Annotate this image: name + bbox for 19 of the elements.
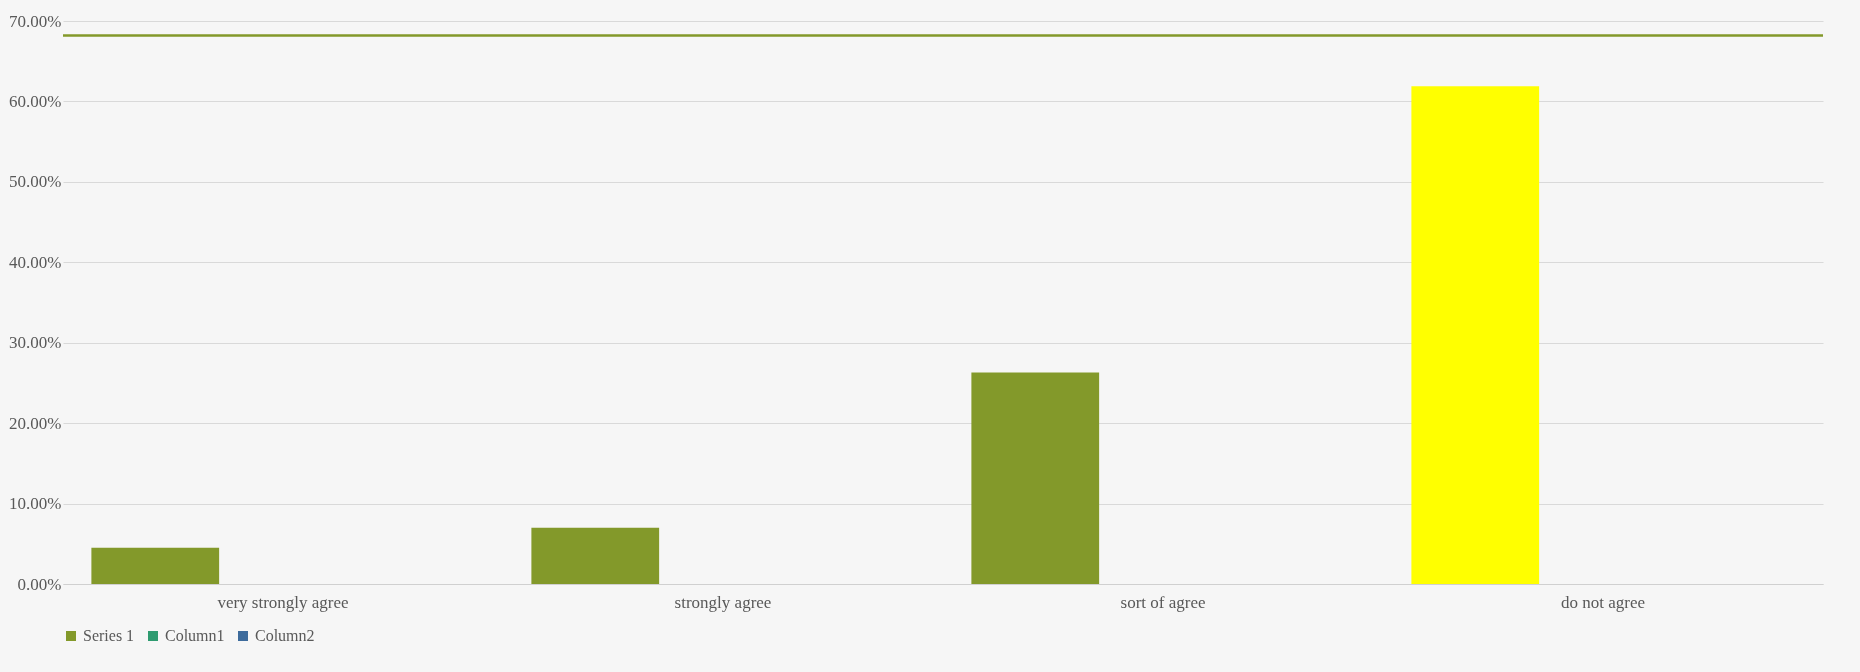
legend-label: Column2 <box>255 627 315 644</box>
y-tick-label: 20.00% <box>9 413 62 433</box>
bar <box>531 527 660 584</box>
y-tick-label: 50.00% <box>9 172 62 192</box>
y-tick-label: 70.00% <box>9 11 62 31</box>
y-tick-label: 0.00% <box>17 574 62 594</box>
y-tick-label: 60.00% <box>9 91 62 111</box>
x-tick-label: do not agree <box>1560 592 1646 612</box>
bar <box>1411 86 1540 584</box>
legend-label: Series 1 <box>83 627 135 644</box>
x-tick-label: sort of agree <box>1120 592 1206 612</box>
y-tick-label: 40.00% <box>9 252 62 272</box>
x-tick-label: strongly agree <box>674 592 772 612</box>
y-tick-label: 10.00% <box>9 494 62 514</box>
bar <box>971 372 1100 584</box>
x-tick-label: very strongly agree <box>217 592 349 612</box>
bar <box>91 547 220 584</box>
y-tick-label: 30.00% <box>9 333 62 353</box>
legend-label: Column1 <box>165 627 225 644</box>
